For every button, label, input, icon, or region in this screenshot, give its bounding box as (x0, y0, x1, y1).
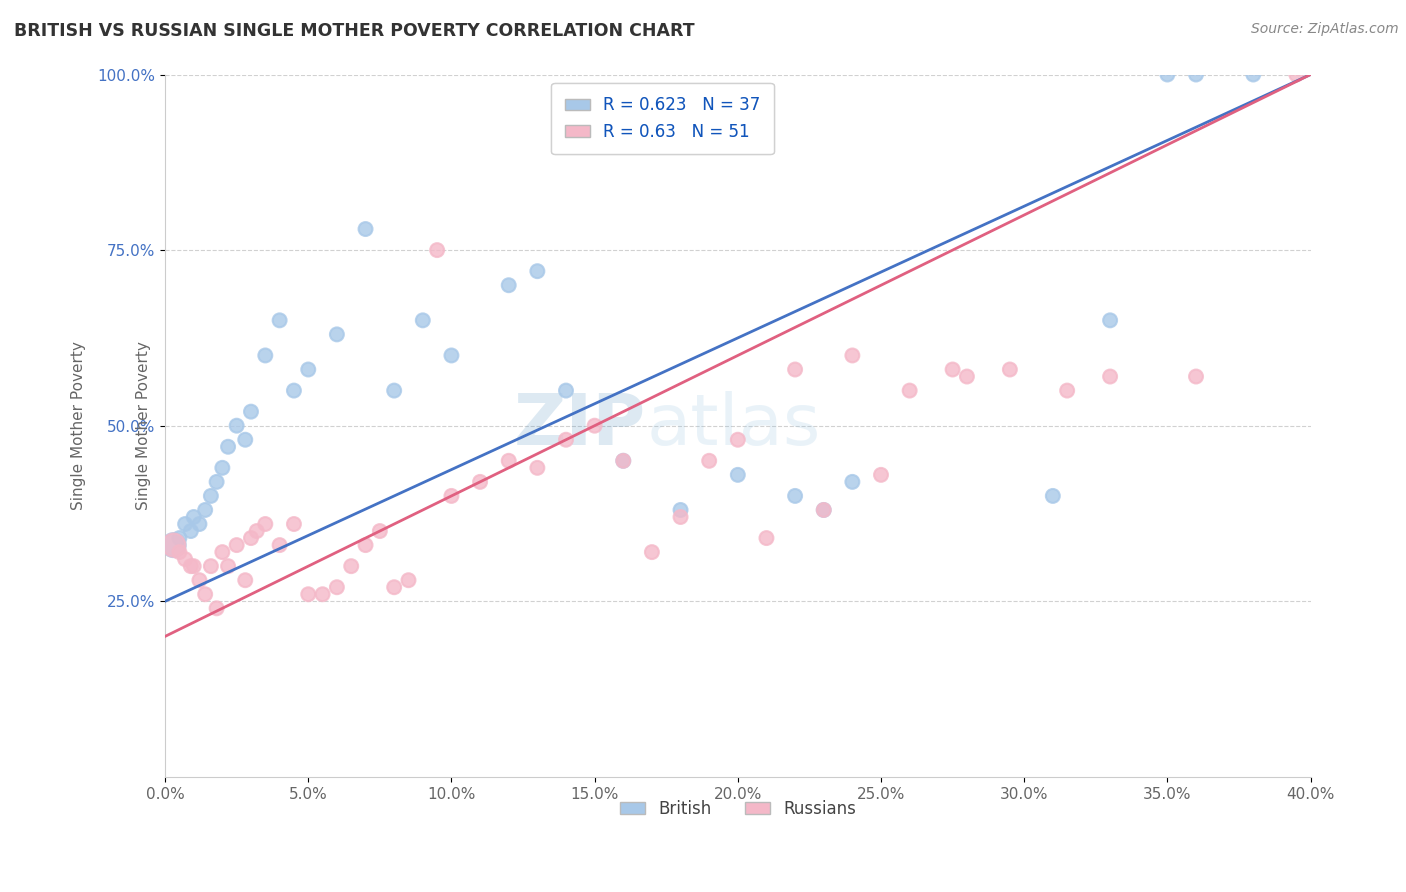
Point (785, 362, 807, 376)
Text: BRITISH VS RUSSIAN SINGLE MOTHER POVERTY CORRELATION CHART: BRITISH VS RUSSIAN SINGLE MOTHER POVERTY… (14, 22, 695, 40)
Point (174, 552, 197, 566)
Point (641, 545, 664, 559)
Point (998, 362, 1021, 376)
Point (1185, 369, 1208, 384)
Point (200, 489, 222, 503)
Point (612, 454, 634, 468)
Point (468, 475, 491, 489)
Point (205, 601, 228, 615)
Point (440, 348, 463, 362)
Point (211, 545, 233, 559)
Point (942, 362, 965, 376)
Y-axis label: Single Mother Poverty: Single Mother Poverty (72, 342, 86, 510)
Point (233, 573, 256, 587)
Point (755, 531, 778, 545)
Legend: British, Russians: British, Russians (613, 793, 862, 825)
Point (870, 467, 893, 482)
Point (368, 524, 391, 538)
Point (233, 433, 256, 447)
Point (311, 587, 333, 601)
Point (269, 538, 291, 552)
Point (813, 503, 835, 517)
Point (269, 313, 291, 327)
Point (283, 384, 305, 398)
Text: atlas: atlas (647, 392, 821, 460)
Point (340, 559, 363, 574)
Point (526, 264, 548, 278)
Point (254, 516, 277, 531)
Point (426, 243, 449, 257)
Point (205, 475, 228, 489)
Point (1185, 68, 1208, 82)
Point (841, 475, 863, 489)
Point (1099, 313, 1122, 327)
Point (297, 362, 319, 376)
Point (174, 516, 197, 531)
Point (1285, 68, 1308, 82)
Point (225, 538, 247, 552)
Point (183, 510, 205, 524)
Point (1099, 369, 1122, 384)
Point (785, 489, 807, 503)
Point (194, 503, 217, 517)
Point (727, 467, 749, 482)
Point (217, 559, 239, 574)
Point (211, 460, 233, 475)
Point (440, 489, 463, 503)
Point (169, 545, 191, 559)
Point (669, 510, 692, 524)
Point (498, 278, 520, 293)
Point (555, 384, 578, 398)
Point (225, 418, 247, 433)
Point (612, 454, 634, 468)
Point (583, 418, 606, 433)
Point (727, 433, 749, 447)
Point (200, 559, 222, 574)
Point (246, 524, 269, 538)
Point (217, 440, 239, 454)
Y-axis label: Single Mother Poverty: Single Mother Poverty (136, 342, 152, 510)
Point (526, 460, 548, 475)
Point (382, 384, 405, 398)
Point (382, 580, 405, 594)
Point (326, 580, 349, 594)
Point (354, 222, 377, 236)
Point (813, 503, 835, 517)
Point (555, 433, 578, 447)
Point (398, 573, 420, 587)
Point (188, 573, 211, 587)
Point (283, 516, 305, 531)
Point (1241, 68, 1264, 82)
Point (412, 313, 434, 327)
Point (240, 531, 263, 545)
Point (669, 503, 692, 517)
Point (183, 559, 205, 574)
Text: ZIP: ZIP (515, 392, 647, 460)
Point (188, 516, 211, 531)
Point (1056, 384, 1078, 398)
Point (194, 587, 217, 601)
Point (163, 538, 186, 552)
Point (1156, 68, 1178, 82)
Point (180, 524, 202, 538)
Point (254, 348, 277, 362)
Point (297, 587, 319, 601)
Point (841, 348, 863, 362)
Point (163, 538, 186, 552)
Point (180, 559, 202, 574)
Point (956, 369, 979, 384)
Text: Source: ZipAtlas.com: Source: ZipAtlas.com (1251, 22, 1399, 37)
Point (354, 538, 377, 552)
Point (498, 454, 520, 468)
Point (169, 531, 191, 545)
Point (1042, 489, 1064, 503)
Point (326, 327, 349, 342)
Point (697, 454, 720, 468)
Point (898, 384, 921, 398)
Point (240, 404, 263, 418)
